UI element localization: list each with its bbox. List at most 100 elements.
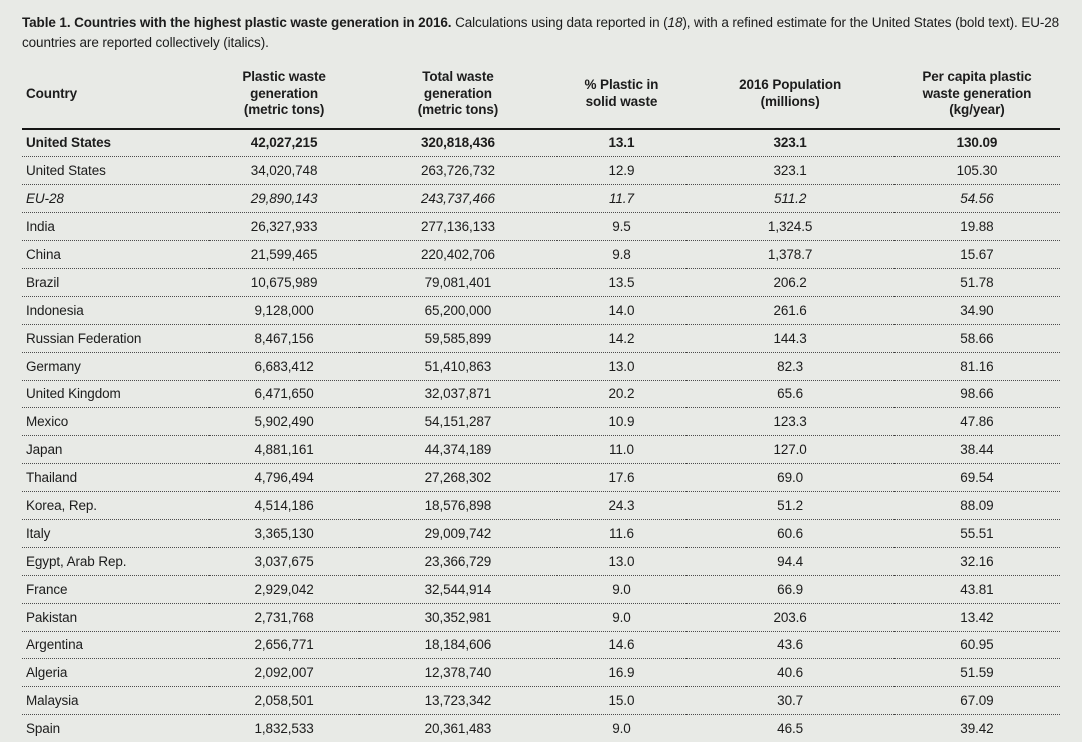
value-cell: 105.30 xyxy=(956,163,998,179)
value-cell: 263,726,732 xyxy=(420,163,495,179)
value-cell: 34,020,748 xyxy=(250,163,318,179)
table-row: Malaysia 2,058,501 13,723,342 15.0 30.7 67.09 xyxy=(22,687,1060,715)
column-header-population: 2016 Population (millions) xyxy=(739,77,842,109)
table-body: United States 42,027,215 320,818,436 13.1 32… xyxy=(22,129,1060,742)
value-cell: 1,832,533 xyxy=(254,721,314,737)
country-cell: Germany xyxy=(26,358,81,374)
country-cell: Spain xyxy=(26,721,61,737)
table-row: Brazil 10,675,989 79,081,401 13.5 206.2 51.78 xyxy=(22,268,1060,297)
value-cell: 67.09 xyxy=(960,693,994,709)
country-cell: Algeria xyxy=(26,665,68,681)
column-header-plastic-waste-generation: Plastic waste generation (metric tons) xyxy=(242,69,326,117)
value-cell: 12.9 xyxy=(608,163,635,179)
value-cell: 54,151,287 xyxy=(424,414,492,430)
value-cell: 43.81 xyxy=(960,581,994,597)
value-cell: 40.6 xyxy=(777,665,804,681)
country-cell: United States xyxy=(26,163,106,179)
value-cell: 58.66 xyxy=(960,330,994,346)
value-cell: 38.44 xyxy=(960,442,994,458)
value-cell: 144.3 xyxy=(773,330,807,346)
value-cell: 14.2 xyxy=(608,330,635,346)
table-row: Russian Federation 8,467,156 59,585,899 14.… xyxy=(22,324,1060,353)
value-cell: 42,027,215 xyxy=(250,135,318,151)
value-cell: 34.90 xyxy=(960,302,994,318)
value-cell: 2,731,768 xyxy=(254,609,314,625)
value-cell: 13.5 xyxy=(608,274,635,290)
value-cell: 511.2 xyxy=(773,191,807,207)
table-row: Italy 3,365,130 29,009,742 11.6 60.6 55.51 xyxy=(22,519,1060,548)
value-cell: 13.1 xyxy=(608,135,635,151)
value-cell: 59,585,899 xyxy=(424,330,492,346)
value-cell: 81.16 xyxy=(960,358,994,374)
value-cell: 6,683,412 xyxy=(254,358,314,374)
table-row: Germany 6,683,412 51,410,863 13.0 82.3 81.16 xyxy=(22,352,1060,381)
value-cell: 69.0 xyxy=(777,470,804,486)
table-row: Mexico 5,902,490 54,151,287 10.9 123.3 47.86 xyxy=(22,408,1060,436)
value-cell: 11.7 xyxy=(608,191,634,207)
value-cell: 54.56 xyxy=(960,191,994,207)
value-cell: 88.09 xyxy=(960,498,994,514)
value-cell: 29,009,742 xyxy=(424,525,492,541)
table-row: Pakistan 2,731,768 30,352,981 9.0 203.6 13.42 xyxy=(22,603,1060,632)
value-cell: 13.0 xyxy=(608,553,635,569)
value-cell: 55.51 xyxy=(960,525,994,541)
country-cell: Japan xyxy=(26,442,63,458)
value-cell: 9.0 xyxy=(612,721,631,737)
column-header-percent-plastic: % Plastic in solid waste xyxy=(584,77,659,109)
value-cell: 243,737,466 xyxy=(420,191,495,207)
value-cell: 10.9 xyxy=(608,414,635,430)
value-cell: 13.42 xyxy=(960,609,994,625)
value-cell: 9.5 xyxy=(612,219,631,235)
value-cell: 39.42 xyxy=(960,721,994,737)
value-cell: 24.3 xyxy=(608,498,635,514)
value-cell: 8,467,156 xyxy=(254,330,314,346)
value-cell: 320,818,436 xyxy=(420,135,495,151)
value-cell: 9.8 xyxy=(612,247,631,262)
value-cell: 51,410,863 xyxy=(424,358,492,374)
value-cell: 15.67 xyxy=(960,247,994,262)
country-cell: Argentina xyxy=(26,637,83,653)
value-cell: 43.6 xyxy=(777,637,804,653)
value-cell: 60.6 xyxy=(777,525,804,541)
value-cell: 51.59 xyxy=(960,665,994,681)
value-cell: 9.0 xyxy=(612,581,631,597)
value-cell: 69.54 xyxy=(960,470,994,486)
country-cell: Pakistan xyxy=(26,609,77,625)
value-cell: 127.0 xyxy=(773,442,807,458)
value-cell: 30.7 xyxy=(777,693,804,709)
value-cell: 12,378,740 xyxy=(424,665,492,681)
country-cell: Korea, Rep. xyxy=(26,498,97,514)
column-header-per-capita: Per capita plastic waste generation (kg/… xyxy=(922,69,1032,117)
table-row: Korea, Rep. 4,514,186 18,576,898 24.3 51.2 88… xyxy=(22,492,1060,520)
value-cell: 9.0 xyxy=(612,609,631,625)
value-cell: 11.0 xyxy=(608,442,634,458)
table-row: China 21,599,465 220,402,706 9.8 1,378.7 15.6… xyxy=(22,241,1060,269)
value-cell: 9,128,000 xyxy=(254,302,314,318)
value-cell: 203.6 xyxy=(773,609,807,625)
value-cell: 65,200,000 xyxy=(424,302,492,318)
country-cell: Thailand xyxy=(26,470,77,486)
country-cell: Egypt, Arab Rep. xyxy=(26,553,127,569)
value-cell: 46.5 xyxy=(777,721,804,737)
column-header-country: Country xyxy=(26,85,78,101)
table-row: France 2,929,042 32,544,914 9.0 66.9 43.81 xyxy=(22,575,1060,604)
value-cell: 4,796,494 xyxy=(254,470,314,486)
value-cell: 20.2 xyxy=(608,386,635,402)
table-row: EU-28 29,890,143 243,737,466 11.7 511.2 54.56 xyxy=(22,185,1060,213)
value-cell: 27,268,302 xyxy=(424,470,492,486)
country-cell: Italy xyxy=(26,525,51,541)
value-cell: 1,378.7 xyxy=(767,247,813,262)
country-cell: Brazil xyxy=(26,274,60,290)
value-cell: 2,058,501 xyxy=(254,693,314,709)
value-cell: 17.6 xyxy=(608,470,635,486)
value-cell: 1,324.5 xyxy=(767,219,813,235)
value-cell: 65.6 xyxy=(777,386,804,402)
column-header-total-waste-generation: Total waste generation (metric tons) xyxy=(417,69,499,117)
value-cell: 206.2 xyxy=(773,274,807,290)
value-cell: 14.0 xyxy=(608,302,635,318)
value-cell: 21,599,465 xyxy=(250,247,318,262)
country-cell: China xyxy=(26,247,61,262)
value-cell: 323.1 xyxy=(773,135,807,151)
value-cell: 6,471,650 xyxy=(254,386,314,402)
